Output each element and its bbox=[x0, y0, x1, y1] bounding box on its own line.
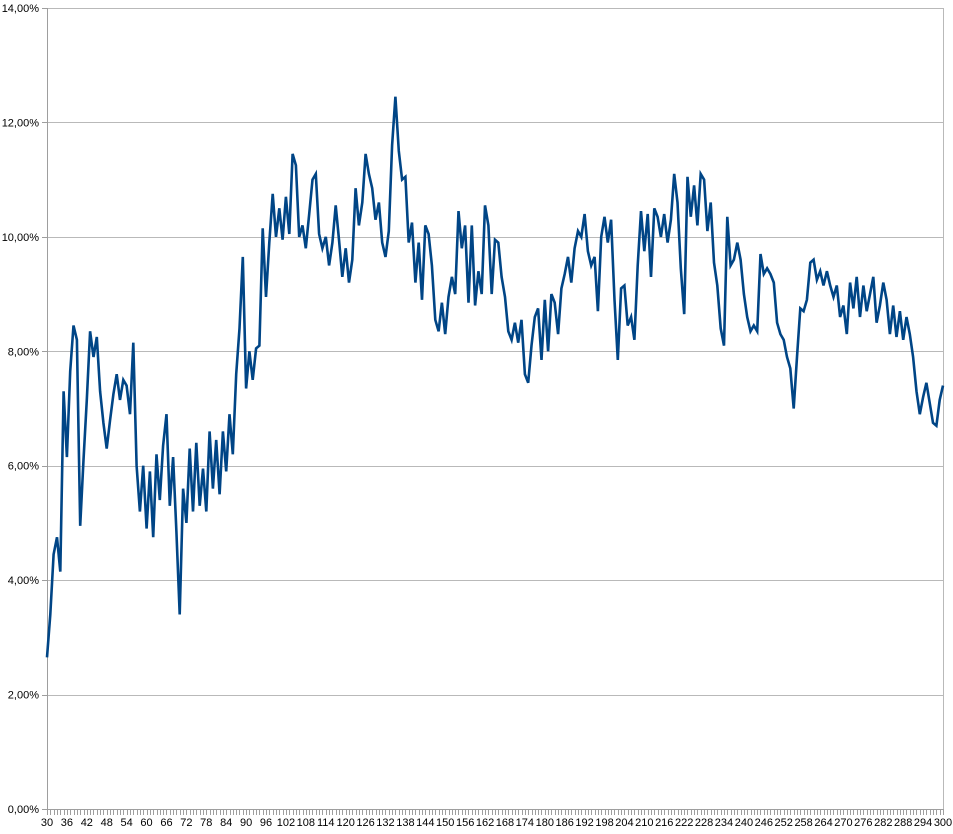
x-tick-label: 84 bbox=[220, 817, 232, 829]
x-tick-label: 210 bbox=[635, 817, 653, 829]
series-line bbox=[45, 96, 945, 658]
y-tick-label: 10,00% bbox=[2, 232, 40, 244]
x-tick-label: 132 bbox=[376, 817, 394, 829]
x-tick-label: 120 bbox=[336, 817, 354, 829]
x-tick-label: 252 bbox=[775, 817, 793, 829]
x-tick-label: 54 bbox=[121, 817, 133, 829]
x-tick-label: 102 bbox=[277, 817, 295, 829]
x-tick-label: 246 bbox=[755, 817, 773, 829]
x-tick-label: 300 bbox=[934, 817, 952, 829]
x-tick-label: 240 bbox=[735, 817, 753, 829]
y-tick-label: 0,00% bbox=[8, 804, 39, 816]
y-tick-label: 4,00% bbox=[8, 575, 39, 587]
x-tick-label: 282 bbox=[874, 817, 892, 829]
x-tick-label: 192 bbox=[575, 817, 593, 829]
x-tick-label: 162 bbox=[476, 817, 494, 829]
x-tick-label: 156 bbox=[456, 817, 474, 829]
x-tick-label: 294 bbox=[914, 817, 932, 829]
x-tick-label: 168 bbox=[496, 817, 514, 829]
x-tick-label: 138 bbox=[396, 817, 414, 829]
x-tick-label: 228 bbox=[695, 817, 713, 829]
x-tick-label: 234 bbox=[715, 817, 733, 829]
x-tick-label: 36 bbox=[61, 817, 73, 829]
x-tick-label: 288 bbox=[894, 817, 912, 829]
y-tick-label: 12,00% bbox=[2, 117, 40, 129]
x-tick-label: 180 bbox=[536, 817, 554, 829]
x-tick-label: 72 bbox=[180, 817, 192, 829]
x-tick-label: 174 bbox=[516, 817, 534, 829]
x-tick-label: 276 bbox=[854, 817, 872, 829]
y-tick-label: 6,00% bbox=[8, 461, 39, 473]
x-tick-label: 114 bbox=[317, 817, 335, 829]
x-tick-label: 264 bbox=[814, 817, 832, 829]
y-tick-label: 14,00% bbox=[2, 3, 40, 15]
x-tick-label: 126 bbox=[356, 817, 374, 829]
x-tick-label: 78 bbox=[200, 817, 212, 829]
y-tick-label: 8,00% bbox=[8, 346, 39, 358]
x-tick-label: 90 bbox=[240, 817, 252, 829]
x-tick-label: 66 bbox=[160, 817, 172, 829]
x-tick-label: 216 bbox=[655, 817, 673, 829]
x-tick-label: 270 bbox=[834, 817, 852, 829]
x-tick-label: 48 bbox=[101, 817, 113, 829]
x-tick-label: 42 bbox=[81, 817, 93, 829]
x-tick-label: 144 bbox=[416, 817, 434, 829]
x-tick-label: 204 bbox=[615, 817, 633, 829]
x-tick-label: 150 bbox=[436, 817, 454, 829]
x-tick-label: 198 bbox=[595, 817, 613, 829]
y-tick-label: 2,00% bbox=[8, 690, 39, 702]
x-tick-label: 60 bbox=[140, 817, 152, 829]
x-tick-label: 96 bbox=[260, 817, 272, 829]
x-tick-label: 222 bbox=[675, 817, 693, 829]
x-tick-label: 30 bbox=[41, 817, 53, 829]
x-tick-label: 258 bbox=[794, 817, 812, 829]
x-tick-label: 108 bbox=[297, 817, 315, 829]
x-tick-label: 186 bbox=[556, 817, 574, 829]
